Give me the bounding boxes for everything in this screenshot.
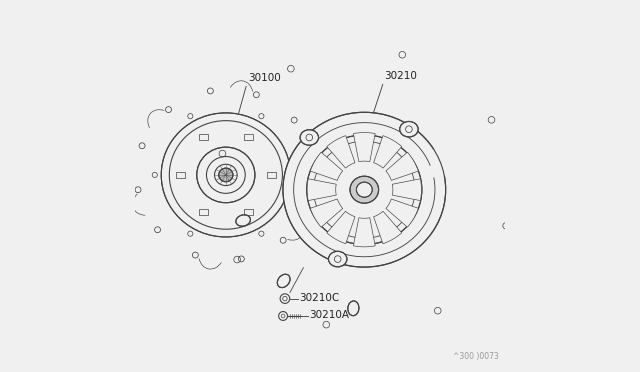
- Text: 30210: 30210: [385, 71, 417, 81]
- Wedge shape: [374, 211, 402, 244]
- Text: 30100: 30100: [248, 73, 281, 83]
- FancyBboxPatch shape: [176, 172, 185, 178]
- Ellipse shape: [277, 274, 290, 288]
- Wedge shape: [307, 179, 336, 201]
- Wedge shape: [310, 199, 343, 227]
- Ellipse shape: [283, 112, 445, 267]
- Ellipse shape: [400, 122, 418, 137]
- Ellipse shape: [350, 176, 379, 203]
- Ellipse shape: [348, 301, 359, 316]
- Wedge shape: [386, 199, 419, 227]
- Ellipse shape: [328, 251, 347, 267]
- Wedge shape: [392, 179, 422, 201]
- Ellipse shape: [300, 130, 319, 145]
- Text: 30210C: 30210C: [299, 292, 339, 302]
- Ellipse shape: [161, 113, 291, 237]
- Ellipse shape: [356, 182, 372, 197]
- Ellipse shape: [219, 168, 233, 182]
- Wedge shape: [327, 136, 355, 168]
- Ellipse shape: [307, 135, 422, 244]
- Text: 30210A: 30210A: [309, 310, 349, 320]
- FancyBboxPatch shape: [267, 172, 275, 178]
- Wedge shape: [327, 211, 355, 244]
- Wedge shape: [374, 136, 402, 168]
- Wedge shape: [386, 152, 419, 180]
- FancyBboxPatch shape: [199, 209, 207, 215]
- Wedge shape: [353, 218, 375, 247]
- Wedge shape: [353, 132, 375, 162]
- Ellipse shape: [196, 147, 255, 203]
- Text: ^300 )0073: ^300 )0073: [453, 352, 499, 361]
- FancyBboxPatch shape: [199, 135, 207, 140]
- Ellipse shape: [236, 215, 250, 226]
- Wedge shape: [310, 152, 343, 180]
- FancyBboxPatch shape: [244, 209, 253, 215]
- FancyBboxPatch shape: [244, 135, 253, 140]
